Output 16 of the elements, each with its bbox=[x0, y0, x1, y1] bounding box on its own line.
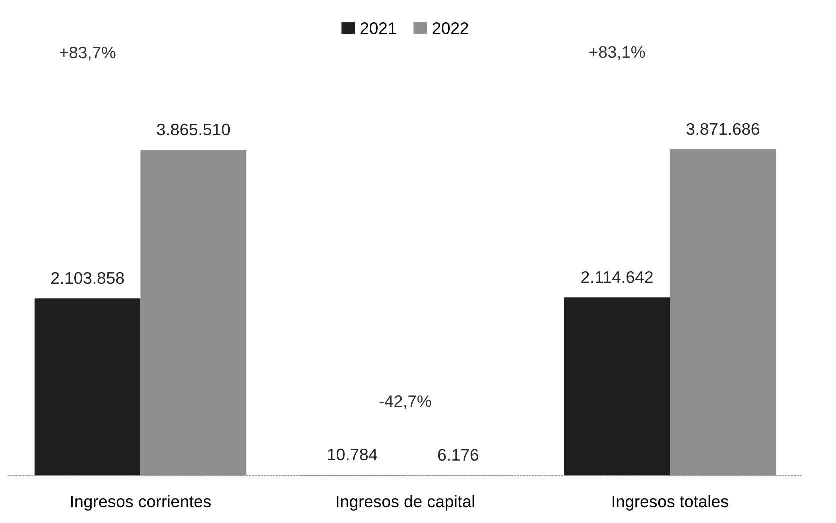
data-label: 2.114.642 bbox=[582, 271, 653, 284]
data-label: 3.871.686 bbox=[686, 123, 760, 136]
x-tick-label: Ingresos corrientes bbox=[71, 495, 211, 511]
data-label: 3.865.510 bbox=[157, 124, 230, 136]
annotation: -42,7% bbox=[380, 396, 432, 410]
data-label: 10.784 bbox=[328, 448, 378, 461]
legend-label: 2022 bbox=[432, 22, 468, 34]
x-tick-label: Ingresos totales bbox=[612, 495, 728, 511]
bar bbox=[34, 298, 141, 476]
data-label: 2.103.858 bbox=[52, 272, 124, 284]
text: +83,1% bbox=[590, 46, 646, 60]
legend-label: 2021 bbox=[360, 22, 396, 34]
text: +83,7% bbox=[60, 46, 116, 61]
x-tick-label: Ingresos de capital bbox=[337, 495, 474, 511]
data-label: 6.176 bbox=[438, 449, 479, 462]
bar bbox=[564, 298, 670, 476]
